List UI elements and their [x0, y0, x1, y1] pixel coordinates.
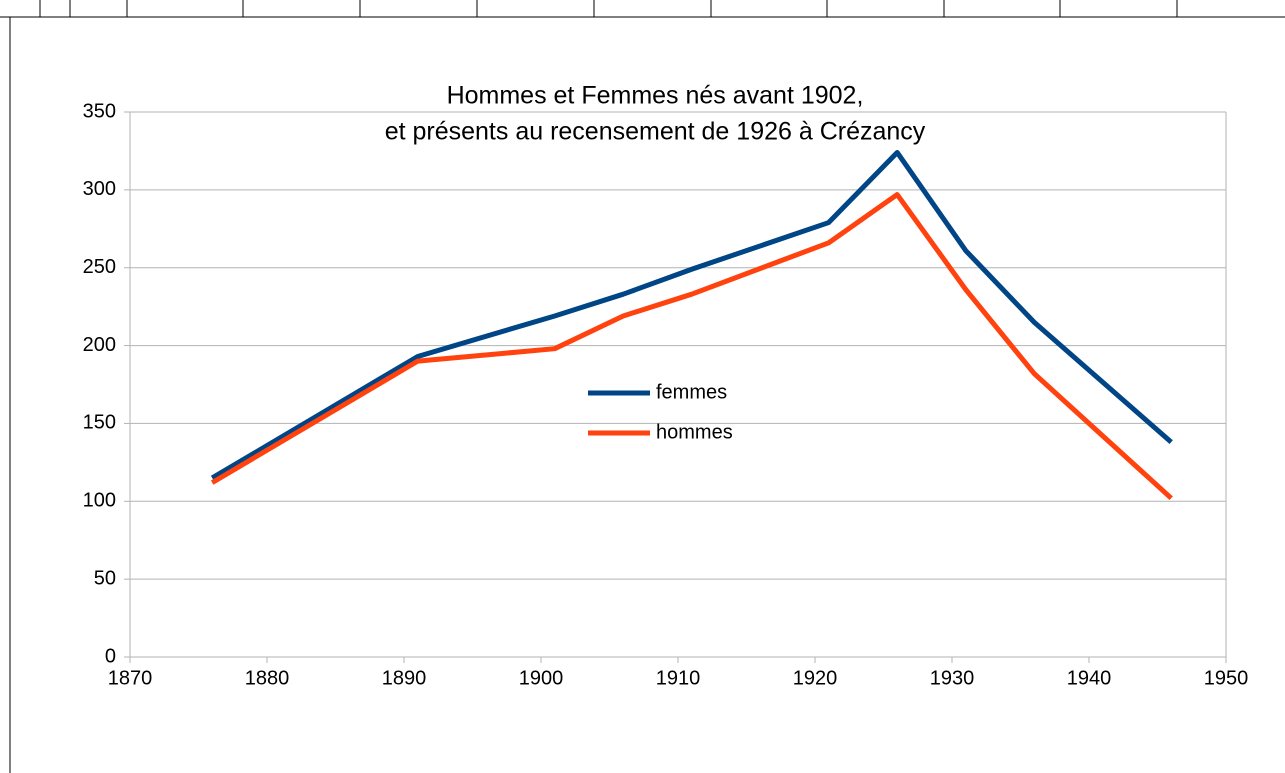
x-tick-label: 1950 [1204, 667, 1249, 689]
x-tick-label: 1880 [245, 667, 290, 689]
x-tick-label: 1910 [656, 667, 701, 689]
x-tick-label: 1930 [930, 667, 975, 689]
x-tick-label: 1900 [519, 667, 564, 689]
y-tick-label: 250 [83, 256, 116, 278]
line-series [210, 192, 1173, 501]
y-tick-label: 200 [83, 334, 116, 356]
chart-subtitle: et présents au recensement de 1926 à Cré… [385, 118, 926, 146]
x-tick-label: 1940 [1067, 667, 1112, 689]
x-tick-label: 1870 [108, 667, 153, 689]
y-tick-label: 100 [83, 490, 116, 512]
y-tick-label: 50 [94, 567, 116, 589]
y-tick-label: 300 [83, 178, 116, 200]
y-tick-label: 150 [83, 412, 116, 434]
line-series [210, 149, 1173, 481]
y-tick-label: 0 [105, 645, 116, 667]
legend-label: femmes [656, 381, 727, 403]
x-tick-label: 1890 [382, 667, 427, 689]
x-tick-label: 1920 [793, 667, 838, 689]
legend-label: hommes [656, 421, 733, 443]
y-tick-label: 350 [83, 100, 116, 122]
chart-title: Hommes et Femmes nés avant 1902, [447, 82, 864, 110]
